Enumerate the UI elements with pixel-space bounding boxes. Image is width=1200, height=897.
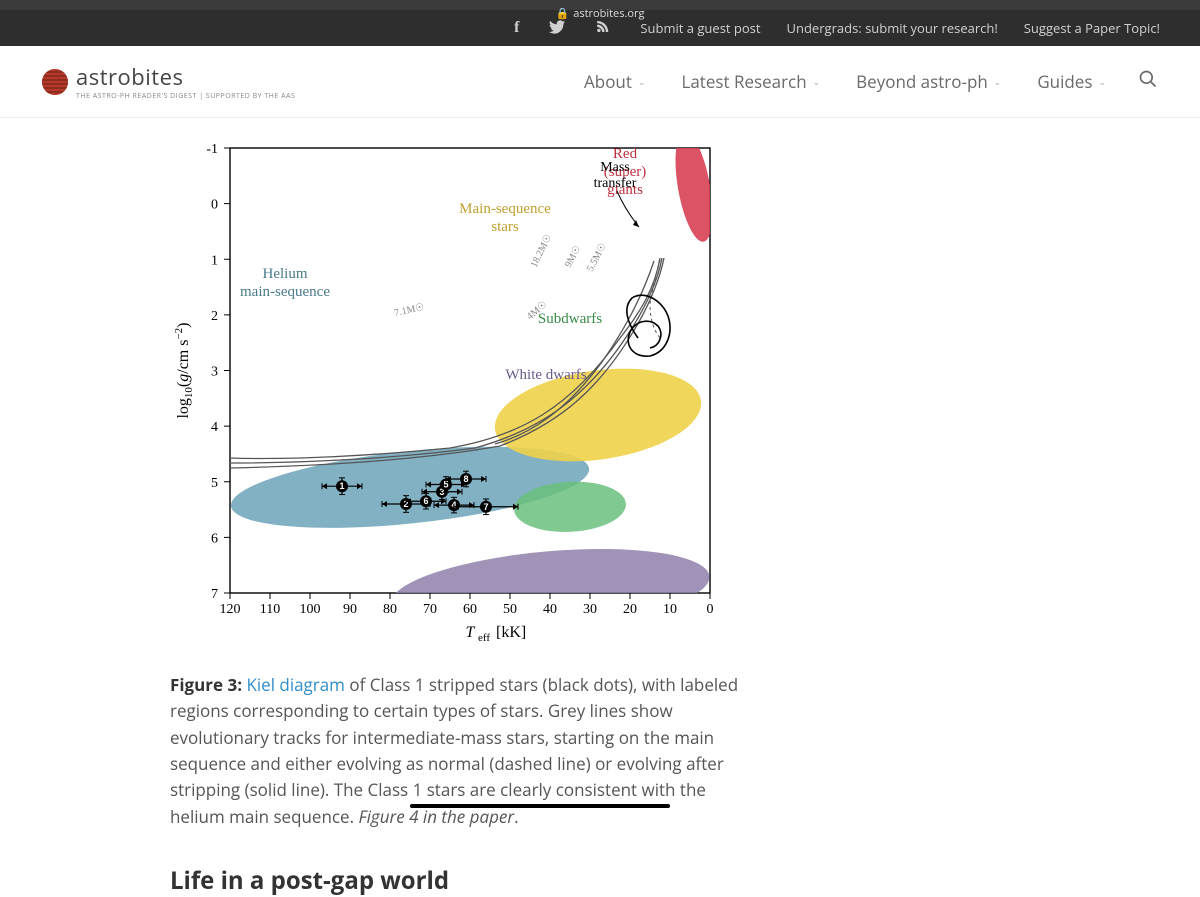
- svg-text:Mass: Mass: [600, 160, 630, 175]
- svg-text:White dwarfs: White dwarfs: [505, 367, 586, 383]
- rss-icon[interactable]: [595, 17, 610, 39]
- svg-text:30: 30: [583, 602, 597, 617]
- article-content: 1201101009080706050403020100-101234567Te…: [0, 118, 900, 897]
- svg-text:Main-sequence: Main-sequence: [459, 201, 551, 217]
- nav-beyond-astroph[interactable]: Beyond astro-ph⌄: [856, 70, 1001, 93]
- svg-text:50: 50: [503, 602, 517, 617]
- svg-text:0: 0: [211, 198, 218, 213]
- nav-guides[interactable]: Guides⌄: [1037, 70, 1106, 93]
- svg-text:120: 120: [220, 602, 241, 617]
- svg-text:20: 20: [623, 602, 637, 617]
- svg-text:110: 110: [260, 602, 280, 617]
- section-heading: Life in a post-gap world: [170, 864, 850, 897]
- svg-text:5: 5: [211, 476, 218, 491]
- caption-label: Figure 3:: [170, 673, 242, 696]
- search-icon[interactable]: [1138, 69, 1158, 94]
- nav-about[interactable]: About⌄: [584, 70, 645, 93]
- svg-text:1: 1: [339, 481, 344, 491]
- svg-text:7.1M☉: 7.1M☉: [393, 302, 425, 319]
- svg-text:eff: eff: [478, 632, 490, 644]
- nav-latest-research[interactable]: Latest Research⌄: [681, 70, 820, 93]
- kiel-diagram-chart: 1201101009080706050403020100-101234567Te…: [170, 138, 746, 648]
- svg-text:2: 2: [211, 309, 218, 324]
- main-nav: astrobites THE ASTRO-PH READER'S DIGEST …: [0, 46, 1200, 118]
- svg-text:1: 1: [211, 253, 218, 268]
- chevron-down-icon: ⌄: [813, 75, 821, 88]
- twitter-icon[interactable]: [549, 17, 565, 39]
- svg-text:log10(g/cm s−2): log10(g/cm s−2): [173, 322, 195, 418]
- svg-text:18.2M☉: 18.2M☉: [529, 233, 554, 270]
- link-suggest-topic[interactable]: Suggest a Paper Topic!: [1024, 19, 1160, 37]
- svg-text:9M☉: 9M☉: [563, 244, 583, 269]
- svg-text:90: 90: [343, 602, 357, 617]
- svg-text:4: 4: [211, 420, 218, 435]
- svg-text:T: T: [466, 624, 476, 641]
- logo-text: astrobites: [76, 62, 295, 92]
- svg-text:-1: -1: [206, 142, 218, 157]
- svg-text:80: 80: [383, 602, 397, 617]
- browser-address-bar: 🔒astrobites.org: [0, 0, 1200, 10]
- svg-text:100: 100: [300, 602, 321, 617]
- svg-text:7: 7: [211, 587, 218, 602]
- figure-3: 1201101009080706050403020100-101234567Te…: [170, 138, 746, 830]
- svg-text:stars: stars: [491, 219, 519, 235]
- chevron-down-icon: ⌄: [638, 75, 646, 88]
- svg-text:Subdwarfs: Subdwarfs: [538, 311, 602, 327]
- svg-text:6: 6: [423, 496, 428, 506]
- link-submit-guest-post[interactable]: Submit a guest post: [640, 19, 760, 37]
- svg-text:7: 7: [483, 502, 488, 512]
- chevron-down-icon: ⌄: [1098, 75, 1106, 88]
- svg-text:3: 3: [211, 365, 218, 380]
- chevron-down-icon: ⌄: [994, 75, 1002, 88]
- svg-text:40: 40: [543, 602, 557, 617]
- site-logo[interactable]: astrobites THE ASTRO-PH READER'S DIGEST …: [42, 62, 295, 101]
- logo-mark-icon: [42, 69, 68, 95]
- svg-text:Helium: Helium: [263, 266, 308, 282]
- svg-text:0: 0: [707, 602, 714, 617]
- svg-text:6: 6: [211, 531, 218, 546]
- svg-text:60: 60: [463, 602, 477, 617]
- svg-text:8: 8: [463, 474, 468, 484]
- facebook-icon[interactable]: f: [514, 19, 519, 37]
- link-undergrad-research[interactable]: Undergrads: submit your research!: [787, 19, 998, 37]
- scroll-indicator[interactable]: [410, 804, 670, 808]
- svg-text:transfer: transfer: [594, 176, 637, 191]
- svg-text:10: 10: [663, 602, 677, 617]
- logo-subtitle: THE ASTRO-PH READER'S DIGEST | SUPPORTED…: [76, 92, 295, 101]
- caption-link-kiel-diagram[interactable]: Kiel diagram: [246, 673, 344, 696]
- svg-text:[kK]: [kK]: [496, 624, 526, 641]
- caption-source: Figure 4 in the paper: [358, 805, 514, 828]
- svg-text:70: 70: [423, 602, 437, 617]
- svg-text:5.5M☉: 5.5M☉: [585, 241, 609, 273]
- svg-text:main-sequence: main-sequence: [240, 284, 330, 300]
